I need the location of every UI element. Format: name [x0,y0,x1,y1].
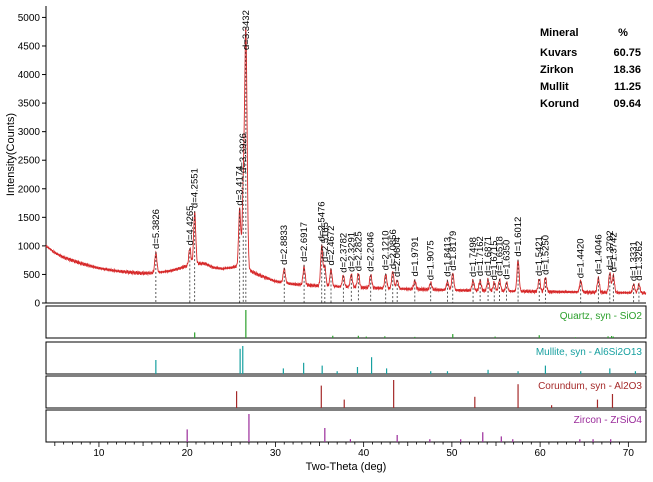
peak-label: d=1.6350 [502,240,513,280]
x-tick-label: 30 [270,448,282,459]
peak-label: d=1.3742 [608,232,619,272]
y-tick-label: 2500 [18,156,41,167]
y-tick-label: 3000 [18,127,41,138]
peak-label: d=1.6871 [483,236,494,276]
peak-label: d=1.7162 [475,236,486,276]
peak-label: d=3.3432 [241,10,252,50]
table-row-mineral: Zirkon [540,64,574,76]
y-tick-label: 5000 [18,13,41,24]
peak-label: d=2.2046 [366,232,377,272]
peak-label: d=2.6917 [299,222,310,262]
reference-panel-label: Zircon - ZrSiO4 [574,415,643,426]
reference-panels: Quartz, syn - SiO2 Mullite, syn - Al6Si2O… [45,305,647,443]
peak-label: d=2.0604 [392,237,403,277]
peak-label: d=2.5476 [317,201,328,241]
table-row-percent: 09.64 [613,98,641,110]
peak-label: d=5.3826 [151,209,162,249]
peak-label: d=1.6518 [495,236,506,276]
peak-label: d=2.3782 [338,233,349,273]
y-tick-label: 4500 [18,41,41,52]
y-tick-label: 2000 [18,184,41,195]
y-tick-label: 1500 [18,213,41,224]
peak-label: d=1.9791 [410,237,421,277]
reference-panel-label: Mullite, syn - Al6Si2O13 [536,347,643,358]
peak-label: d=1.5250 [540,235,551,275]
y-tick-label: 4000 [18,70,41,81]
peak-label: d=1.5421 [534,236,545,276]
x-tick-label: 10 [93,448,105,459]
x-tick-label: 60 [535,448,547,459]
x-tick-label: 70 [623,448,635,459]
peak-label: d=1.8179 [448,231,459,271]
reference-panel-frame [45,409,647,443]
peak-label: d=2.4672 [326,226,337,266]
x-tick-label: 50 [446,448,458,459]
reference-panel-frame [45,305,647,339]
y-tick-label: 3500 [18,99,41,110]
peak-label: d=2.3291 [346,232,357,272]
peak-label: d=1.3792 [605,231,616,271]
mineral-table: Mineral % Kuvars 60.75 Zirkon 18.36 Mullit 11.2… [540,27,642,110]
table-header-mineral: Mineral [540,27,579,39]
table-row-percent: 18.36 [613,64,641,76]
reference-panel-label: Quartz, syn - SiO2 [560,311,643,322]
peak-label: d=4.2551 [190,168,201,208]
x-tick-label: 40 [358,448,370,459]
y-tick-label: 1000 [18,241,41,252]
x-axis-label: Two-Theta (deg) [306,461,387,473]
reference-panel-frame [45,341,647,375]
table-row-mineral: Mullit [540,81,569,93]
peak-label: d=2.8833 [279,225,290,265]
peak-label: d=1.6012 [513,217,524,257]
table-row-mineral: Kuvars [540,47,577,59]
trace-layer [45,27,647,296]
peak-label: d=1.3331 [629,241,640,281]
reference-panel-label: Corundum, syn - Al2O3 [538,381,642,392]
peak-label: d=1.4420 [576,238,587,278]
peak-label: d=2.2825 [353,231,364,271]
table-row-percent: 60.75 [613,47,641,59]
peak-label: d=1.9075 [426,240,437,280]
y-axis-label: Intensity(Counts) [5,113,17,196]
reference-panel-frame [45,375,647,409]
peak-label: d=1.4046 [593,234,604,274]
peak-label: d=4.4265 [185,206,196,246]
peak-label: d=1.3262 [634,241,645,281]
peak-label: d=1.7498 [468,237,479,277]
x-tick-label: 20 [182,448,194,459]
peak-label: d=2.0856 [388,229,399,269]
y-tick-label: 0 [34,299,40,310]
table-header-percent: % [618,27,628,39]
peak-label: d=2.5165 [320,222,331,262]
peak-label: d=3.3926 [238,133,249,173]
peak-label: d=1.8413 [442,237,453,277]
intensity-trace [45,27,647,296]
peak-label: d=2.1210 [381,230,392,270]
table-row-percent: 11.25 [614,81,641,93]
y-tick-label: 500 [23,270,40,281]
table-row-mineral: Korund [540,98,579,110]
peak-label: d=3.4174 [235,166,246,206]
peak-label: d=1.6715 [489,241,500,281]
